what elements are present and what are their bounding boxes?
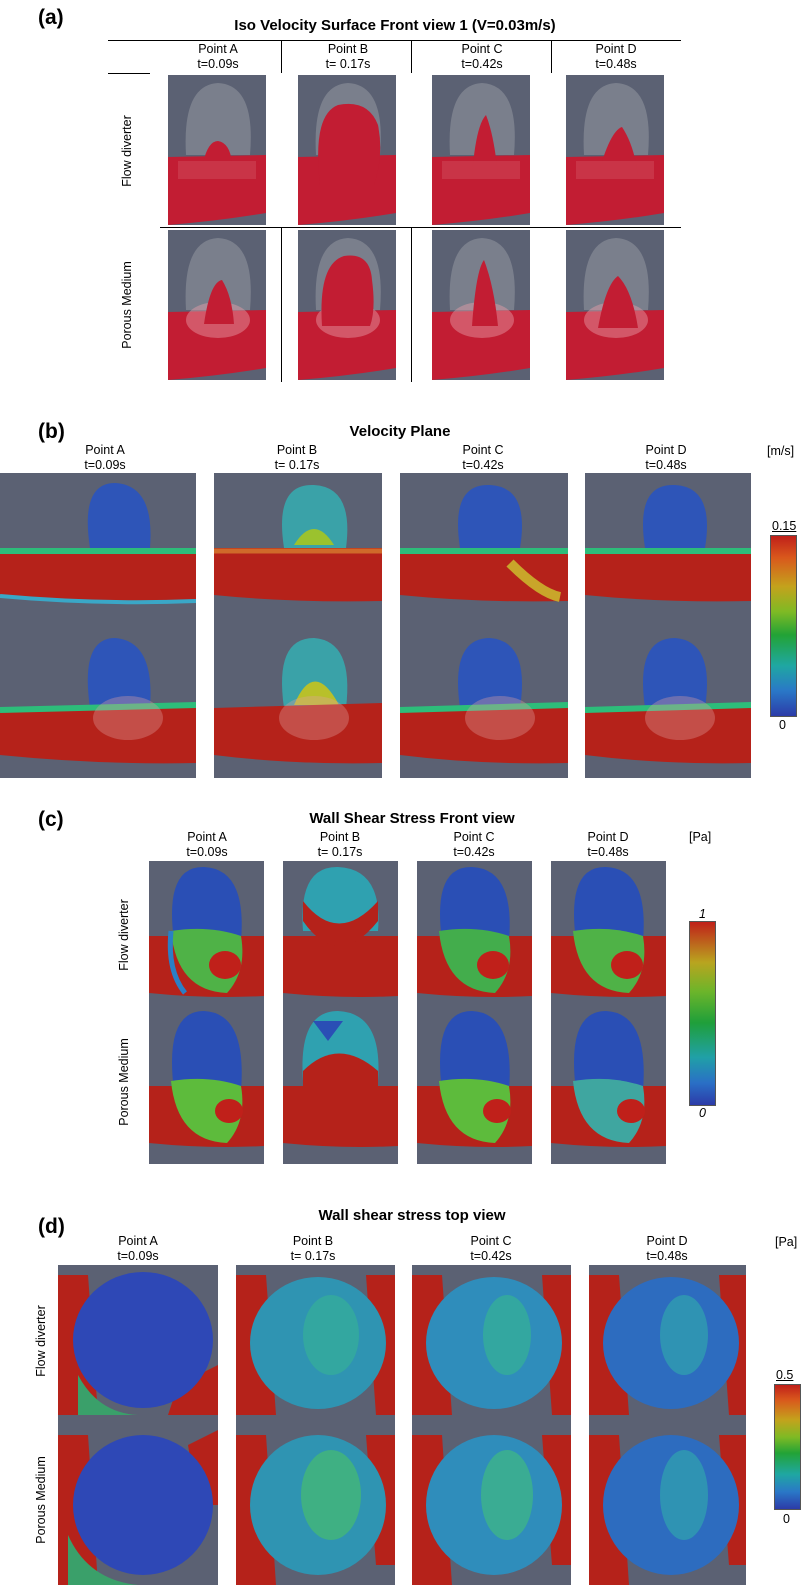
panel-d-unit: [Pa] <box>775 1235 798 1249</box>
wall-shear-stress-top-image <box>589 1265 746 1585</box>
panel-a-letter: (a) <box>38 6 64 29</box>
panel-d-color-bar <box>774 1384 801 1510</box>
wall-shear-stress-front-image <box>149 861 264 1164</box>
panel-a-col-divider <box>281 40 282 73</box>
panel-b-scale-max: 0.15 <box>772 519 797 533</box>
panel-d-title: Wall shear stress top view <box>318 1207 506 1224</box>
iso-surface-image <box>432 230 530 380</box>
panel-c-row-label-porous-medium: Porous Medium <box>117 1038 131 1126</box>
panel-a-title: Iso Velocity Surface Front view 1 (V=0.0… <box>234 17 556 34</box>
panel-a-col-divider <box>281 227 282 382</box>
panel-d-letter: (d) <box>38 1215 65 1238</box>
wall-shear-stress-top-image <box>58 1265 218 1585</box>
panel-a-row-divider <box>160 227 681 228</box>
iso-surface-image <box>432 75 530 225</box>
panel-a-col-divider <box>551 40 552 73</box>
panel-d-scale-min: 0 <box>783 1512 790 1526</box>
panel-c-scale-max: 1 <box>699 907 706 921</box>
iso-surface-image <box>298 230 396 380</box>
velocity-plane-image <box>585 473 751 778</box>
panel-c-row-label-flow-diverter: Flow diverter <box>117 899 131 971</box>
panel-b-scale-min: 0 <box>779 718 786 732</box>
velocity-plane-image <box>214 473 382 778</box>
panel-a-row-label-flow-diverter: Flow diverter <box>120 115 134 187</box>
iso-surface-image <box>298 75 396 225</box>
iso-surface-image <box>566 230 664 380</box>
panel-c-unit: [Pa] <box>689 830 712 844</box>
panel-a-col-divider <box>411 227 412 382</box>
panel-c-title: Wall Shear Stress Front view <box>309 810 515 827</box>
panel-c-letter: (c) <box>38 808 64 831</box>
panel-c-color-bar <box>689 921 716 1106</box>
panel-a-row-label-porous-medium: Porous Medium <box>120 261 134 349</box>
panel-c-scale-min: 0 <box>699 1106 706 1120</box>
panel-a-col-divider <box>411 40 412 73</box>
panel-b-title: Velocity Plane <box>349 423 451 440</box>
wall-shear-stress-top-image <box>412 1265 571 1585</box>
iso-surface-image <box>168 75 266 225</box>
panel-b-color-bar <box>770 535 797 717</box>
iso-surface-image <box>168 230 266 380</box>
panel-b-letter: (b) <box>38 420 65 443</box>
iso-surface-image <box>566 75 664 225</box>
wall-shear-stress-front-image <box>283 861 398 1164</box>
panel-d-scale-max: 0.5 <box>776 1368 794 1382</box>
panel-d-row-label-porous-medium: Porous Medium <box>34 1456 48 1544</box>
wall-shear-stress-top-image <box>236 1265 395 1585</box>
panel-a-top-rule <box>108 40 681 41</box>
panel-a-corner-rule <box>108 73 150 74</box>
velocity-plane-image <box>0 473 196 778</box>
velocity-plane-image <box>400 473 568 778</box>
panel-d-row-label-flow-diverter: Flow diverter <box>34 1305 48 1377</box>
wall-shear-stress-front-image <box>551 861 666 1164</box>
panel-b-unit: [m/s] <box>767 444 795 458</box>
wall-shear-stress-front-image <box>417 861 532 1164</box>
